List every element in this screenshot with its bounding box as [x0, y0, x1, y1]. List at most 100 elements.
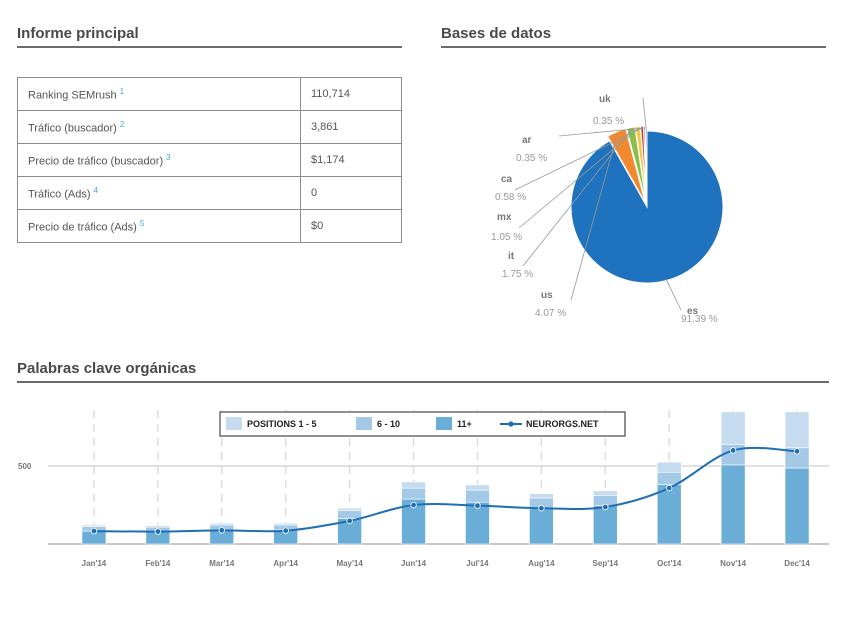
bar-segment[interactable]	[529, 493, 554, 499]
pie-label-mx: mx	[497, 212, 512, 223]
bar-segment[interactable]	[784, 411, 810, 449]
legend-box	[219, 411, 626, 437]
footnote-link[interactable]: 5	[139, 218, 145, 228]
pie-label-it: it	[508, 251, 515, 262]
metric-value: 3,861	[300, 110, 402, 144]
bar-segment[interactable]	[656, 484, 682, 545]
metric-label: Tráfico (buscador) 2	[17, 110, 301, 144]
pie-label-es: es	[687, 306, 699, 317]
footnote-link[interactable]: 3	[166, 152, 171, 162]
bar-svg: 500 Jan'14 Feb'14 Mar'14 Apr'14 May'14 Jun'14 J…	[18, 410, 829, 568]
x-tick-label: May'14	[336, 559, 363, 568]
pie-percent-ca: 0.58 %	[495, 192, 526, 203]
bar-segment[interactable]	[337, 510, 362, 519]
line-point[interactable]	[154, 528, 162, 535]
databases-pie-chart: es 91.39 % us 4.07 % it 1.75 % mx 1.05 % ca 0.58 …	[441, 60, 841, 330]
footnote-link[interactable]: 2	[119, 119, 125, 129]
databases-title: Bases de datos	[441, 25, 552, 42]
pie-leader-line-ar	[558, 127, 645, 137]
pie-label-ca: ca	[501, 174, 513, 185]
report-title-rule	[17, 46, 402, 48]
databases-title-rule	[441, 46, 826, 48]
bar-segment[interactable]	[720, 411, 746, 445]
bar-segment[interactable]	[273, 522, 299, 526]
x-tick-label: Mar'14	[209, 559, 235, 568]
bar-segment[interactable]	[81, 524, 107, 527]
pie-label-us: us	[541, 290, 553, 301]
metric-value: 110,714	[300, 77, 402, 111]
x-tick-label: Aug'14	[528, 559, 555, 568]
metric-label-text: Tráfico (Ads)	[28, 188, 91, 201]
metric-label-text: Tráfico (buscador)	[28, 122, 117, 135]
line-point[interactable]	[666, 484, 673, 492]
metric-label: Ranking SEMrush 1	[17, 77, 301, 111]
x-tick-label: Sep'14	[593, 559, 619, 568]
x-tick-label: Oct'14	[657, 559, 682, 568]
bar-segment[interactable]	[401, 487, 426, 500]
pie-label-uk: uk	[599, 94, 611, 105]
metric-label-text: Ranking SEMrush	[28, 89, 117, 102]
metric-value: 0	[300, 176, 402, 210]
chart-legend: POSITIONS 1 - 5 6 - 10 11+ NEURORGS.NET	[219, 411, 626, 437]
x-tick-label: Jul'14	[466, 559, 489, 568]
bar-segment[interactable]	[465, 484, 490, 491]
keywords-bar-chart: 500 Jan'14 Feb'14 Mar'14 Apr'14 May'14 Jun'14 J…	[0, 400, 859, 590]
bar-segment[interactable]	[209, 522, 235, 526]
pie-percent-uk: 0.35 %	[593, 116, 624, 127]
line-point[interactable]	[282, 527, 289, 534]
x-tick-label: Feb'14	[145, 559, 171, 568]
report-row: Ranking SEMrush 1 110,714	[17, 77, 402, 111]
metric-label-text: Precio de tráfico (buscador)	[28, 155, 164, 168]
footnote-link[interactable]: 1	[119, 86, 125, 96]
report-row: Tráfico (buscador) 2 3,861	[17, 110, 402, 144]
line-point[interactable]	[346, 517, 353, 525]
bar-segment[interactable]	[145, 525, 171, 528]
bar-segment[interactable]	[465, 489, 490, 503]
x-tick-label: Dec'14	[784, 559, 810, 568]
bar-segment[interactable]	[720, 464, 746, 545]
pie-label-ar: ar	[522, 135, 532, 146]
bar-segment[interactable]	[465, 501, 490, 545]
bar-segment[interactable]	[784, 467, 810, 545]
metric-value: $1,174	[300, 143, 402, 177]
series-line-neurorgs	[93, 446, 798, 533]
line-point[interactable]	[538, 505, 545, 512]
pie-leader-line-it	[522, 129, 632, 267]
legend-label: NEURORGS.NET	[526, 419, 599, 429]
bar-segment[interactable]	[337, 507, 362, 511]
line-point[interactable]	[410, 501, 417, 509]
legend-swatch	[356, 417, 372, 430]
line-point[interactable]	[793, 448, 801, 455]
x-tick-label: Jan'14	[82, 559, 107, 568]
pie-percent-ar: 0.35 %	[516, 153, 547, 164]
bar-segment[interactable]	[529, 508, 554, 545]
pie-percent-mx: 1.05 %	[491, 232, 522, 243]
pie-percent-it: 1.75 %	[502, 269, 533, 280]
footnote-link[interactable]: 4	[93, 185, 98, 195]
metric-label: Tráfico (Ads) 4	[17, 176, 301, 210]
legend-label: 6 - 10	[377, 419, 400, 429]
legend-line-marker	[508, 421, 514, 427]
y-tick-label: 500	[18, 462, 32, 471]
line-point[interactable]	[602, 503, 609, 511]
pie-percent-us: 4.07 %	[535, 308, 566, 319]
line-point[interactable]	[90, 527, 98, 535]
metric-value: $0	[300, 209, 402, 243]
bar-segment[interactable]	[401, 481, 426, 489]
metric-label: Precio de tráfico (buscador) 3	[17, 143, 301, 177]
line-point[interactable]	[474, 502, 481, 509]
legend-swatch	[226, 417, 242, 430]
bar-segment[interactable]	[656, 461, 682, 473]
report-table: Ranking SEMrush 1 110,714 Tráfico (buscador…	[17, 77, 402, 243]
report-row: Tráfico (Ads) 4 0	[17, 176, 402, 210]
pie-leader-line-us	[570, 133, 618, 301]
bar-segment[interactable]	[592, 490, 618, 496]
legend-swatch	[436, 417, 452, 430]
x-tick-label: Jun'14	[401, 559, 427, 568]
pie-leader-line-uk	[642, 97, 647, 129]
pie-leader-line-es	[665, 278, 682, 311]
bar-segment[interactable]	[592, 505, 618, 545]
line-point[interactable]	[218, 527, 225, 534]
line-point[interactable]	[729, 447, 737, 454]
